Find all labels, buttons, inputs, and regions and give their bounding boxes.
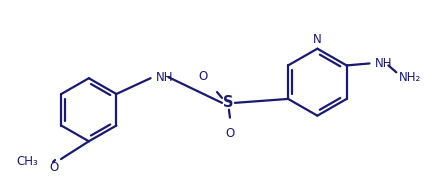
Text: S: S	[223, 95, 233, 110]
Text: NH: NH	[374, 57, 392, 70]
Text: NH: NH	[156, 71, 173, 84]
Text: O: O	[199, 70, 208, 83]
Text: O: O	[50, 161, 59, 174]
Text: NH₂: NH₂	[399, 71, 422, 84]
Text: CH₃: CH₃	[16, 155, 38, 168]
Text: O: O	[225, 126, 235, 140]
Text: N: N	[313, 33, 322, 46]
